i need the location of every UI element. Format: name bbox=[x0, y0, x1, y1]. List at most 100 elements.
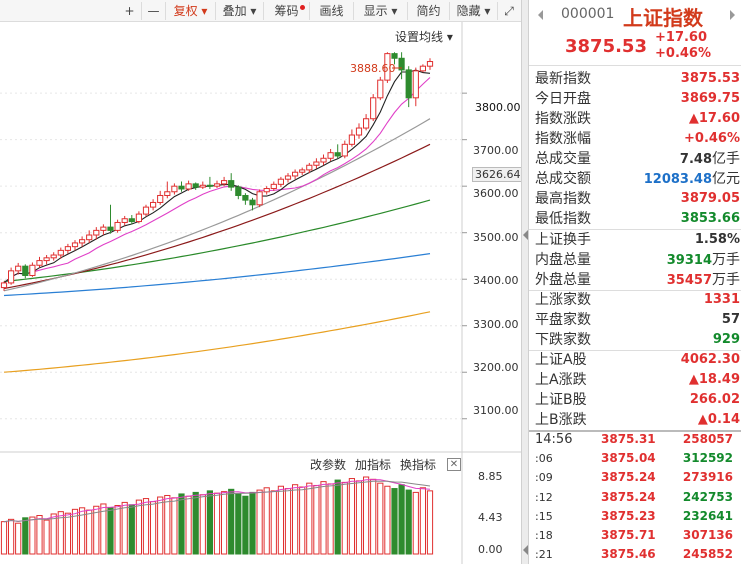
stat-row: 指数涨幅 +0.46% bbox=[529, 129, 741, 149]
candle-body bbox=[299, 169, 306, 173]
candle-body bbox=[64, 246, 72, 251]
stat-number: 929 bbox=[712, 332, 740, 347]
y-axis-label: 3700.00 bbox=[473, 144, 519, 157]
volume-bar bbox=[121, 501, 128, 555]
previous-stock-icon[interactable] bbox=[538, 10, 543, 20]
stat-row: 最高指数 3879.05 bbox=[529, 189, 741, 209]
candle-body bbox=[284, 175, 292, 180]
volume-bar bbox=[341, 481, 348, 555]
overlay-dropdown[interactable]: 叠加 ▾ bbox=[216, 2, 264, 20]
tick-row: :06 3875.04 312592 bbox=[529, 449, 741, 468]
collapse-arrow-icon[interactable] bbox=[523, 230, 528, 240]
edit-params-button[interactable]: 改参数 bbox=[310, 458, 347, 472]
candle-body bbox=[43, 257, 50, 262]
volume-bar bbox=[128, 504, 135, 555]
zoom-in-button[interactable]: + bbox=[118, 2, 142, 20]
change-indicator-button[interactable]: 换指标 bbox=[400, 458, 437, 472]
ma-setting-dropdown[interactable]: 设置均线 ▾ bbox=[395, 30, 453, 44]
draw-line-button[interactable]: 画线 bbox=[310, 2, 354, 20]
candle-body bbox=[150, 201, 157, 208]
candle-body bbox=[341, 143, 348, 157]
next-stock-icon[interactable] bbox=[730, 10, 735, 20]
candle-body bbox=[79, 239, 86, 244]
tick-list[interactable]: 14:56 3875.31 258057:06 3875.04 312592:09 387… bbox=[529, 430, 741, 564]
volume-bar bbox=[235, 493, 242, 555]
chips-label: 筹码 bbox=[274, 4, 299, 18]
stat-label: 内盘总量 bbox=[535, 252, 591, 268]
candle-body bbox=[405, 69, 412, 99]
volume-axis-label: 4.43 bbox=[478, 511, 503, 524]
ma60-line bbox=[3, 199, 431, 283]
volume-indicator-header: 改参数 加指标 换指标 bbox=[310, 456, 445, 473]
stat-value: 929 bbox=[713, 330, 740, 350]
candle-body bbox=[306, 164, 313, 171]
stat-label: 今日开盘 bbox=[535, 91, 591, 107]
tick-row: :09 3875.24 273916 bbox=[529, 468, 741, 487]
stat-label: 总成交量 bbox=[535, 151, 591, 167]
panel-divider[interactable] bbox=[521, 0, 529, 564]
volume-bar bbox=[270, 490, 277, 555]
stat-label: 下跌家数 bbox=[535, 332, 591, 348]
candle-body bbox=[221, 180, 228, 185]
candle-body bbox=[377, 79, 384, 99]
candle-body bbox=[334, 152, 341, 157]
tick-time: :09 bbox=[535, 471, 553, 485]
tick-time: :12 bbox=[535, 490, 553, 504]
stat-row: 总成交额 12083.48亿元 bbox=[529, 169, 741, 189]
candle-body bbox=[412, 70, 419, 99]
candle-body bbox=[128, 218, 135, 223]
stat-label: 上A涨跌 bbox=[535, 372, 587, 388]
volume-bar bbox=[164, 494, 171, 555]
candle-body bbox=[93, 229, 100, 236]
stat-row: 外盘总量 35457万手 bbox=[529, 270, 741, 290]
candle-body bbox=[114, 221, 121, 231]
simple-button[interactable]: 简约 bbox=[408, 2, 450, 20]
candle-body bbox=[15, 265, 22, 272]
candle-body bbox=[228, 180, 235, 188]
volume-bar bbox=[50, 513, 57, 555]
volume-bar bbox=[171, 497, 178, 555]
volume-bar bbox=[277, 485, 284, 555]
tick-time: :18 bbox=[535, 528, 553, 542]
stat-number: 3853.66 bbox=[680, 211, 740, 226]
stock-name: 上证指数 bbox=[623, 6, 703, 30]
collapse-arrow-icon[interactable] bbox=[523, 545, 528, 555]
chips-button[interactable]: 筹码 bbox=[264, 2, 310, 20]
volume-bar bbox=[299, 486, 306, 555]
volume-bar bbox=[242, 495, 249, 555]
last-price: 3875.53 bbox=[565, 36, 647, 57]
candle-body bbox=[185, 183, 192, 190]
candle-body bbox=[142, 206, 150, 215]
zoom-out-button[interactable]: — bbox=[142, 2, 166, 20]
display-dropdown[interactable]: 显示 ▾ bbox=[354, 2, 408, 20]
volume-bar bbox=[355, 480, 363, 555]
stat-value: 3853.66 bbox=[681, 209, 740, 229]
add-indicator-button[interactable]: 加指标 bbox=[355, 458, 392, 472]
breadth-stats: 上涨家数 1331 平盘家数 57 下跌家数 929 bbox=[529, 290, 741, 351]
y-axis-label: 3200.00 bbox=[473, 361, 519, 374]
hide-dropdown[interactable]: 隐藏 ▾ bbox=[450, 2, 498, 20]
stat-value: 3869.75 bbox=[681, 89, 740, 109]
tick-row: :12 3875.24 242753 bbox=[529, 488, 741, 507]
volume-bar bbox=[86, 509, 93, 555]
candle-body bbox=[384, 53, 391, 81]
kline-svg bbox=[0, 22, 521, 564]
candle-body bbox=[36, 260, 43, 266]
volume-bar bbox=[348, 478, 355, 555]
volume-bar bbox=[398, 484, 405, 555]
tick-volume: 307136 bbox=[682, 527, 733, 542]
tick-row: 14:56 3875.31 258057 bbox=[529, 430, 741, 449]
stat-value: 12083.48亿元 bbox=[644, 169, 740, 190]
candle-body bbox=[86, 234, 93, 241]
volume-stats: 上证换手 1.58% 内盘总量 39314万手 外盘总量 35457万手 bbox=[529, 230, 741, 291]
stat-number: 1331 bbox=[703, 292, 740, 307]
tick-price: 3875.31 bbox=[601, 432, 656, 446]
fullscreen-icon[interactable]: ⤢ bbox=[504, 4, 514, 18]
adjust-right-dropdown[interactable]: 复权 ▾ bbox=[166, 2, 216, 20]
close-indicator-icon[interactable]: ✕ bbox=[447, 458, 461, 471]
tick-volume: 312592 bbox=[682, 451, 733, 466]
tick-time: :21 bbox=[535, 548, 553, 562]
stat-label: 上证B股 bbox=[535, 392, 587, 408]
kline-chart[interactable]: 设置均线 ▾ 3888.60 3800.00 3700.00 3600.00 3… bbox=[0, 22, 524, 564]
